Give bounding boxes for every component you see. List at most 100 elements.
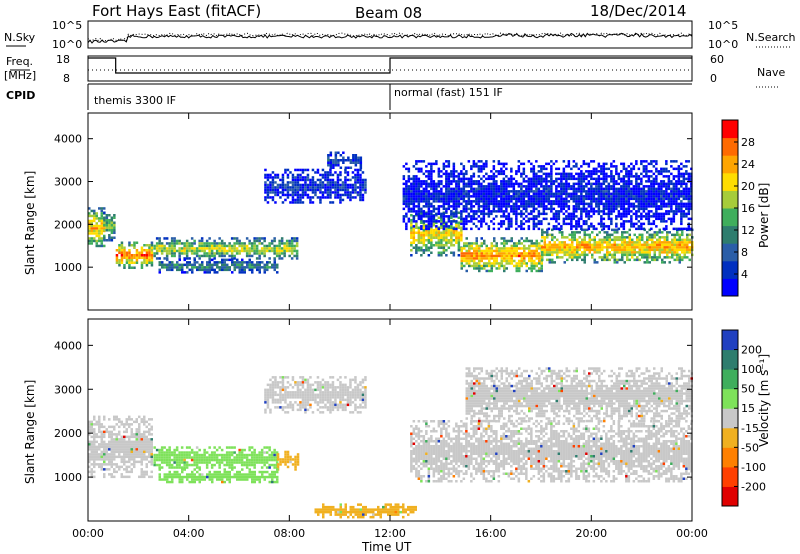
data-cell [480, 210, 483, 213]
data-cell [422, 182, 426, 186]
data-cell [482, 192, 486, 196]
nave-tick-bottom: 0 [710, 72, 717, 85]
data-cell [660, 215, 663, 218]
data-cell [500, 247, 503, 250]
data-cell [145, 261, 149, 264]
data-cell [93, 428, 96, 431]
data-cell [240, 249, 244, 253]
data-cell [593, 236, 596, 239]
data-cell [452, 239, 456, 242]
data-cell [621, 238, 624, 242]
data-cell [631, 256, 634, 259]
data-cell [145, 465, 148, 469]
data-cell [269, 186, 272, 189]
data-cell [140, 256, 144, 259]
data-cell [143, 433, 146, 436]
data-cell [294, 186, 297, 189]
data-cell [480, 244, 483, 248]
data-cell [445, 229, 448, 232]
data-cell [485, 195, 488, 198]
data-cell [525, 175, 528, 178]
data-cell [228, 268, 231, 272]
data-cell [105, 430, 108, 434]
data-cell [108, 458, 111, 461]
data-cell [677, 202, 681, 206]
data-cell [153, 247, 156, 250]
data-cell [296, 176, 300, 179]
data-cell [652, 172, 656, 176]
data-cell [243, 242, 246, 245]
data-cell [515, 200, 518, 203]
data-cell [452, 205, 456, 208]
data-cell [103, 443, 106, 446]
data-cell [329, 188, 332, 192]
data-cell [607, 207, 611, 211]
data-cell [580, 202, 583, 206]
data-cell [347, 166, 350, 169]
data-cell [105, 468, 108, 471]
data-cell [457, 192, 461, 196]
data-cell [264, 188, 267, 192]
data-cell [482, 207, 486, 211]
data-cell [547, 175, 551, 178]
data-cell [628, 238, 631, 242]
data-cell [620, 212, 623, 216]
data-cell [417, 182, 421, 186]
data-cell [218, 249, 221, 253]
data-cell [344, 178, 347, 182]
data-cell [115, 443, 118, 446]
data-cell [470, 215, 473, 218]
data-cell [168, 466, 171, 469]
data-cell [263, 266, 266, 269]
data-cell [417, 236, 421, 239]
data-cell [487, 205, 491, 208]
data-cell [592, 212, 596, 216]
data-cell [520, 200, 523, 203]
data-cell [598, 243, 601, 247]
data-cell [432, 205, 436, 208]
data-cell [642, 185, 646, 188]
data-cell [450, 226, 453, 229]
data-cell [572, 185, 576, 188]
data-cell [666, 256, 669, 259]
data-cell [470, 205, 473, 208]
data-cell [477, 160, 481, 163]
data-cell [422, 215, 426, 218]
data-cell [283, 242, 286, 245]
data-cell [571, 246, 574, 249]
data-cell [610, 192, 613, 196]
data-cell [562, 190, 566, 193]
data-cell [93, 470, 96, 474]
data-cell [462, 182, 466, 186]
data-cell [495, 252, 498, 255]
data-cell [672, 182, 676, 186]
data-cell [452, 180, 456, 183]
data-cell [561, 241, 564, 244]
data-cell [627, 187, 631, 191]
data-cell [123, 430, 126, 434]
data-cell [606, 238, 609, 242]
data-cell [498, 252, 501, 255]
data-cell [688, 238, 691, 242]
data-cell [278, 244, 281, 248]
data-cell [120, 261, 124, 264]
data-cell [680, 222, 683, 226]
data-cell [235, 237, 239, 240]
data-cell [263, 271, 266, 274]
data-cell [410, 192, 413, 196]
data-cell [155, 244, 159, 248]
data-cell [145, 440, 148, 444]
data-cell [445, 210, 448, 213]
data-cell [550, 217, 553, 221]
data-cell [493, 264, 496, 268]
data-cell [555, 167, 558, 171]
data-cell [500, 259, 503, 263]
data-cell [603, 258, 606, 262]
data-cell [455, 175, 458, 178]
data-cell [470, 195, 473, 198]
data-cell [595, 200, 598, 203]
data-cell [637, 190, 641, 193]
data-cell [680, 215, 683, 218]
data-cell [241, 266, 244, 269]
data-cell [607, 192, 611, 196]
